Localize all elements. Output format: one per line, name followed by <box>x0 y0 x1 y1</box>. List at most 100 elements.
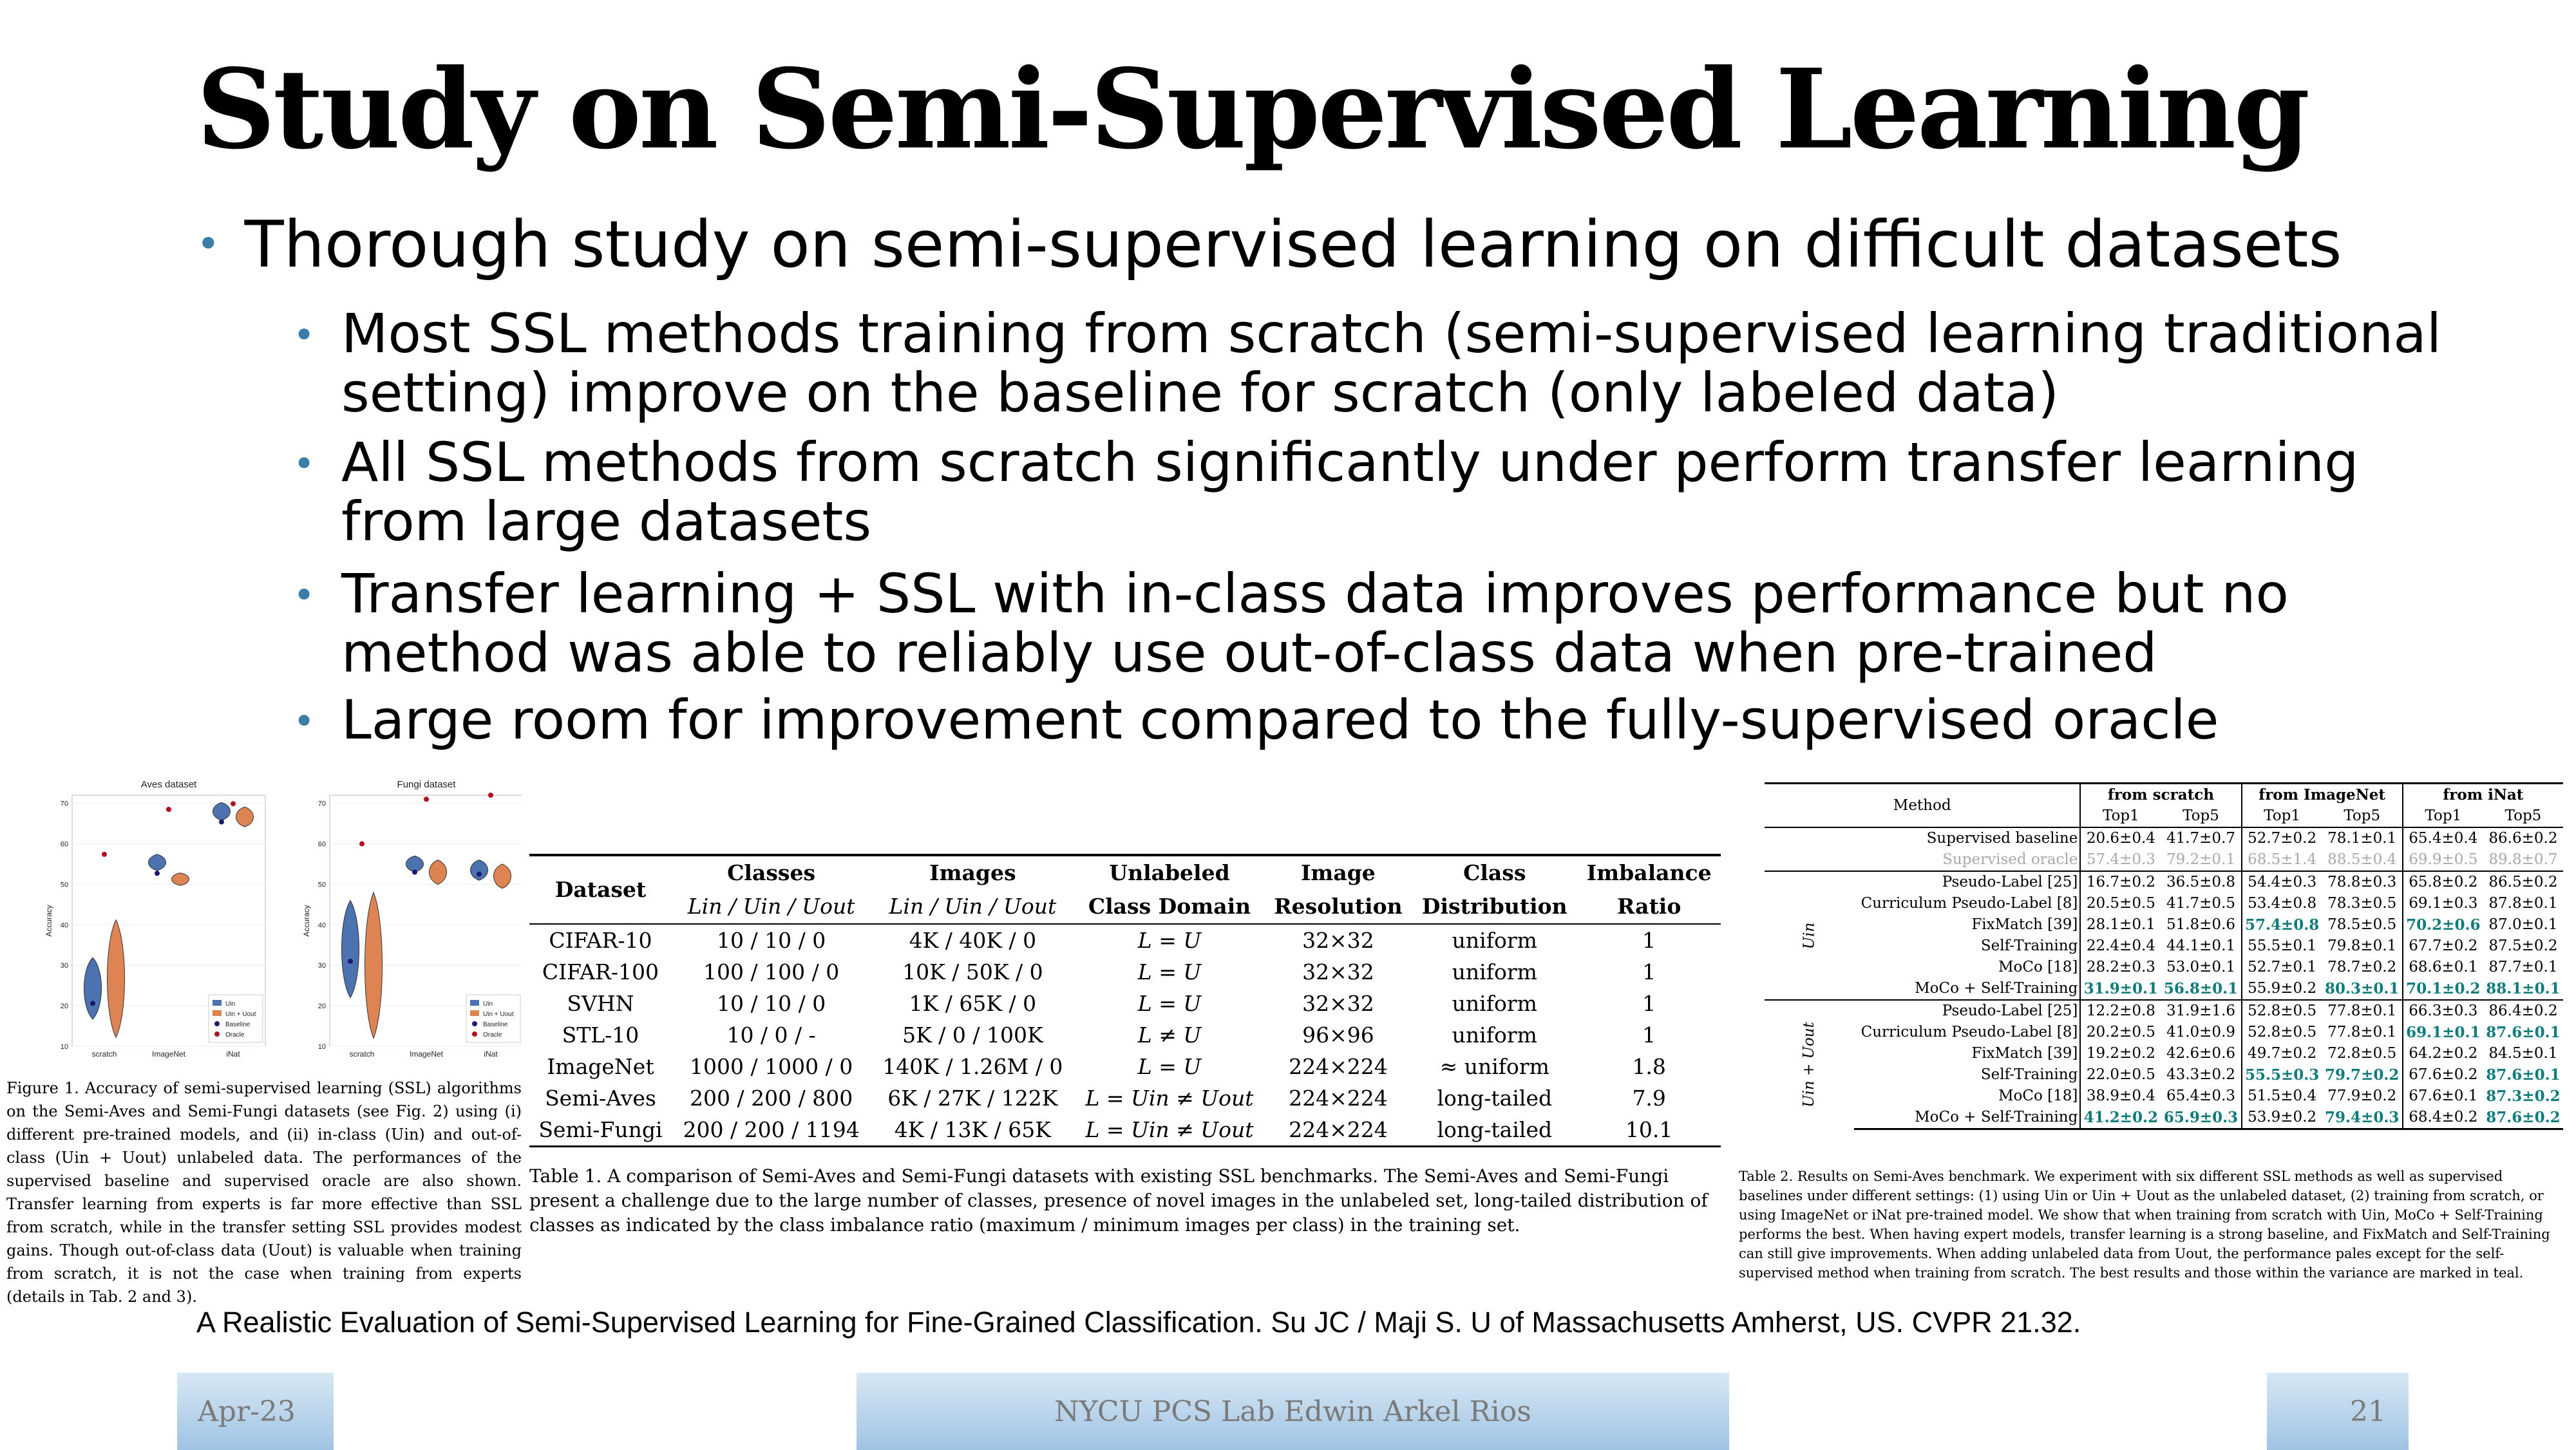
table2-value-cell: 79.2±0.1 <box>2166 851 2236 868</box>
table2-value-cell: 52.7±0.2 <box>2240 827 2322 849</box>
table2-value-cell: 77.8±0.1 <box>2322 999 2403 1022</box>
table1-header: Classes <box>727 860 816 885</box>
table1-cell: ImageNet <box>547 1054 654 1079</box>
chart-title: Aves dataset <box>141 779 197 790</box>
footer-author-text: NYCU PCS Lab Edwin Arkel Rios <box>1054 1395 1531 1428</box>
y-tick-label: 40 <box>61 921 68 929</box>
table1-subheader: Class Domain <box>1088 894 1251 919</box>
bullet-dot-icon: • <box>293 699 316 743</box>
table1-cell: 96×96 <box>1302 1022 1374 1048</box>
table2-subheader: Top5 <box>2344 807 2381 824</box>
table2-row: Uin Pseudo-Label [25] 16.7±0.2 36.5±0.8 54.4… <box>1765 871 2563 1000</box>
bullet-dot-icon: • <box>293 442 316 485</box>
table2-method-cell: Curriculum Pseudo-Label [8] <box>1861 1024 2078 1040</box>
table2-row: MoCo + Self-Training 31.9±0.1 56.8±0.1 55.9… <box>1765 978 2563 1000</box>
bullet-main-text: Thorough study on semi-supervised learni… <box>244 207 2342 282</box>
table1-cell: 1.8 <box>1632 1054 1666 1079</box>
table1-cell: L = Uin ≠ Uout <box>1074 1114 1265 1147</box>
table1-cell: 100 / 100 / 0 <box>703 959 840 984</box>
table2-value-cell: 44.1±0.1 <box>2166 937 2236 954</box>
table2-value-cell: 16.7±0.2 <box>2079 871 2161 893</box>
table2-value-cell: 67.6±0.2 <box>2401 1064 2483 1086</box>
oracle-point <box>166 807 171 813</box>
table2-value-cell: 31.9±1.6 <box>2161 999 2242 1022</box>
table2-value-cell: 57.4±0.3 <box>2079 849 2161 871</box>
table2-value-cell: 87.3±0.2 <box>2486 1088 2561 1105</box>
baseline-point <box>412 869 417 875</box>
table2-value-cell: 78.3±0.5 <box>2327 895 2397 912</box>
table2-method-cell: Self-Training <box>1980 1066 2078 1083</box>
y-axis-label: Accuracy <box>44 905 53 936</box>
table1-row: ImageNet 1000 / 1000 / 0 140K / 1.26M / 0 L… <box>529 1051 1721 1082</box>
table2-value-cell: 20.5±0.5 <box>2079 893 2161 914</box>
table1-cell: L ≠ U <box>1137 1022 1202 1048</box>
footer-page-number: 21 <box>2267 1373 2409 1450</box>
table2-value-cell: 78.5±0.5 <box>2327 916 2397 933</box>
table1-row: SVHN 10 / 10 / 0 1K / 65K / 0 L = U 32×32 uni… <box>529 988 1721 1019</box>
table1-cell: 1 <box>1642 1022 1656 1048</box>
x-tick-label: ImageNet <box>410 1050 444 1059</box>
table2-method-header: Method <box>1893 796 1951 814</box>
table2-row: FixMatch [39] 28.1±0.1 51.8±0.6 57.4±0.8 78.… <box>1765 914 2563 936</box>
legend-label: Oracle <box>483 1031 502 1039</box>
table2-value-cell: 19.2±0.2 <box>2079 1043 2161 1064</box>
table1-cell: uniform <box>1452 959 1537 984</box>
table2-group-label: Uin <box>1765 871 1854 1000</box>
table2-value-cell: 67.7±0.2 <box>2401 936 2483 957</box>
table1-cell: 224×224 <box>1289 1054 1388 1079</box>
bullet-main: • Thorough study on semi-supervised learn… <box>196 212 2342 277</box>
table1-cell: 140K / 1.26M / 0 <box>882 1054 1063 1079</box>
y-tick-label: 50 <box>318 881 326 889</box>
table1-cell: 1000 / 1000 / 0 <box>690 1054 853 1079</box>
table1-subheader: Distribution <box>1421 894 1567 919</box>
table1-cell: CIFAR-10 <box>529 923 672 956</box>
table1-row: STL-10 10 / 0 / - 5K / 0 / 100K L ≠ U 96×96 u… <box>529 1019 1721 1051</box>
legend-label: Uin + Uout <box>225 1011 256 1018</box>
table2-value-cell: 87.5±0.2 <box>2488 937 2558 954</box>
table2-method-cell: MoCo + Self-Training <box>1915 980 2078 997</box>
paper-reference: A Realistic Evaluation of Semi-Supervise… <box>196 1306 2081 1339</box>
table2-value-cell: 78.7±0.2 <box>2327 959 2397 975</box>
table2-method-cell: Pseudo-Label [25] <box>1853 999 2081 1022</box>
y-tick-label: 60 <box>318 840 326 848</box>
x-tick-label: ImageNet <box>152 1050 186 1059</box>
table1-row: Semi-Fungi 200 / 200 / 1194 4K / 13K / 65K… <box>529 1114 1721 1147</box>
table1-cell: uniform <box>1452 1022 1537 1048</box>
table2-value-cell: 86.6±0.2 <box>2483 827 2563 849</box>
table2-value-cell: 42.6±0.6 <box>2166 1045 2236 1062</box>
bullet-sub-text: Most SSL methods training from scratch (… <box>341 302 2442 424</box>
table2-value-cell: 53.4±0.8 <box>2240 893 2322 914</box>
y-tick-label: 10 <box>318 1043 326 1051</box>
table2-row: Supervised oracle 57.4±0.3 79.2±0.1 68.5±1.… <box>1765 849 2563 871</box>
y-tick-label: 70 <box>318 800 326 808</box>
table2-row: Self-Training 22.4±0.4 44.1±0.1 55.5±0.1 79.… <box>1765 936 2563 957</box>
footer-author: NYCU PCS Lab Edwin Arkel Rios <box>857 1373 1729 1450</box>
table2-group-label-text: Uin + Uout <box>1800 1022 1817 1108</box>
uinout-violin <box>493 863 511 889</box>
footer-date: Apr-23 <box>177 1373 334 1450</box>
table2-value-cell: 41.7±0.5 <box>2166 895 2236 912</box>
y-axis-label: Accuracy <box>302 905 311 936</box>
table2-value-cell: 68.5±1.4 <box>2240 849 2322 871</box>
table2-value-cell: 43.3±0.2 <box>2166 1066 2236 1083</box>
legend-swatch <box>470 1010 479 1016</box>
table2-value-cell: 87.6±0.2 <box>2483 1107 2563 1130</box>
table1-cell: ≈ uniform <box>1439 1054 1549 1079</box>
oracle-point <box>424 796 429 802</box>
bullet-sub-text: Large room for improvement compared to t… <box>341 688 2219 751</box>
y-tick-label: 30 <box>61 962 68 970</box>
table1-header: Images <box>929 860 1016 885</box>
uin-violin <box>84 957 102 1020</box>
table1-cell: SVHN <box>567 991 634 1016</box>
table2-subheader: Top1 <box>2240 805 2322 827</box>
uin-violin <box>341 899 359 999</box>
table2-method-cell: MoCo + Self-Training <box>1853 1107 2081 1130</box>
y-tick-label: 70 <box>61 800 68 808</box>
legend-label: Oracle <box>225 1031 245 1039</box>
table1-cell: uniform <box>1452 991 1537 1016</box>
table1-cell: 4K / 40K / 0 <box>871 923 1075 956</box>
table2-group-header: from ImageNet <box>2240 783 2403 805</box>
bullet-sub-text: Transfer learning + SSL with in-class da… <box>341 562 2289 684</box>
table1-header: Dataset <box>554 877 647 902</box>
